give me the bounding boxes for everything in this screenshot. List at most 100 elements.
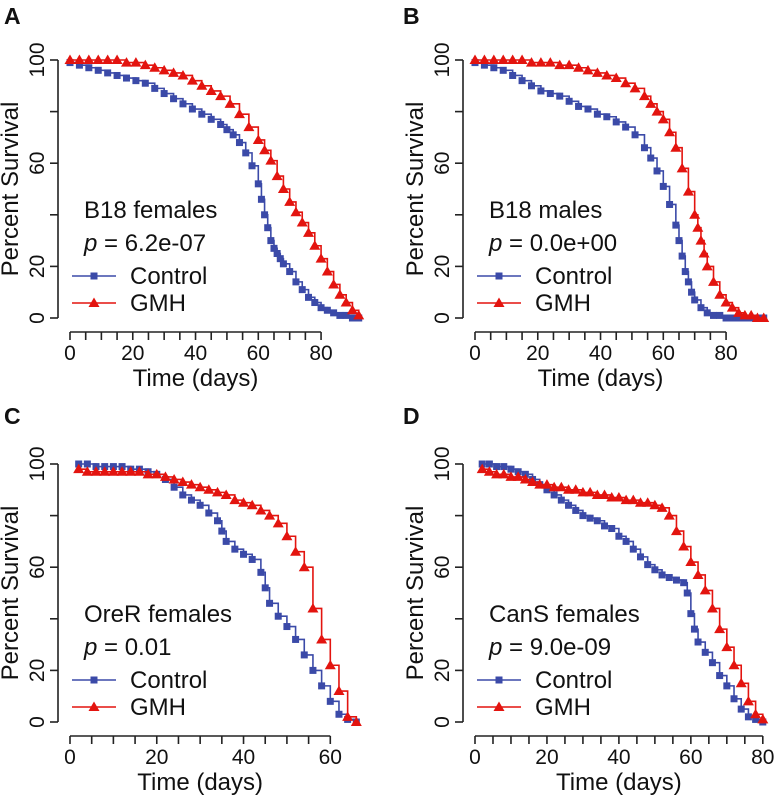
data-point-gmh [220,489,232,499]
data-point-gmh [645,98,657,108]
data-point-gmh [599,489,611,499]
data-point-gmh [139,59,151,70]
data-point-gmh [281,530,293,541]
data-point-control [579,512,587,520]
data-point-gmh [670,142,682,152]
data-point-gmh [73,54,85,64]
data-point-gmh [483,466,495,476]
data-point-control [318,682,326,690]
p-symbol: p [488,230,502,257]
data-point-gmh [573,62,585,72]
series-control [66,59,363,322]
data-point-control [665,574,673,582]
x-tick-label: 20 [526,342,549,365]
data-point-gmh [698,248,710,258]
x-tick-label: 20 [145,746,168,769]
data-point-control [218,527,226,535]
data-point-control [179,100,187,108]
panel-b: B 0 20 40 60 80 0 20 60 100 Time (days) Percent Sur… [402,3,770,392]
data-point-control [716,311,724,319]
data-point-control [593,517,601,525]
data-point-control [85,64,93,72]
data-point-control [678,252,686,260]
data-point-gmh [634,497,646,507]
x-tick-label: 0 [64,746,76,769]
data-point-control [222,537,230,545]
data-point-control [94,66,102,74]
data-point-control [546,90,554,98]
data-point-control [305,293,313,301]
legend-label-control: Control [130,667,207,694]
data-point-gmh [233,108,245,119]
data-point-control [298,286,306,294]
data-point-control [267,237,275,245]
data-point-gmh [203,484,215,494]
data-point-control [672,221,680,229]
data-point-gmh [298,561,310,572]
data-point-gmh [196,80,208,90]
data-point-gmh [758,312,770,322]
x-tick-label: 80 [309,342,332,365]
data-point-control [507,465,515,473]
y-tick-label: 20 [26,659,49,682]
legend-label-control: Control [535,667,612,694]
strain-annotation: B18 males [489,197,602,224]
data-point-gmh [177,476,189,487]
data-point-control [187,496,195,504]
y-tick-label: 0 [431,312,454,324]
data-point-gmh [107,466,119,476]
y-axis-label: Percent Survival [402,506,429,681]
y-tick-label: 60 [26,556,49,579]
data-point-gmh [548,481,560,492]
data-point-control [608,525,616,532]
data-point-control [615,532,623,540]
data-point-control [499,66,507,74]
data-point-gmh [277,183,289,193]
data-point-control [342,311,350,319]
data-point-control [722,314,730,322]
data-point-gmh [620,77,632,88]
data-point-gmh [507,54,519,64]
data-point-gmh [130,57,142,67]
data-point-control [229,131,237,139]
data-point-gmh [555,481,567,492]
data-point-control [242,149,250,157]
data-point-gmh [340,297,352,307]
data-point-control [248,162,256,170]
data-point-control [603,113,611,121]
data-point-gmh [194,481,206,492]
data-point-gmh [733,307,745,317]
series-line-control [70,61,359,319]
y-tick-label: 100 [26,42,49,77]
data-point-gmh [584,486,596,497]
data-point-gmh [656,502,668,512]
data-point-control [83,460,91,468]
data-point-control [283,623,291,631]
series-gmh [64,54,365,320]
data-point-gmh [102,54,114,64]
data-point-control [266,599,274,607]
data-point-gmh [708,276,720,286]
data-point-control [666,200,674,208]
data-point-control [601,522,609,530]
data-point-control [681,268,689,276]
data-point-control [279,260,287,268]
data-point-gmh [151,468,163,479]
data-point-gmh [735,677,747,688]
data-point-gmh [516,54,528,64]
data-point-control [493,463,501,471]
data-point-control [141,79,149,87]
x-tick-label: 0 [469,746,481,769]
x-axis-label: Time (days) [133,365,259,392]
data-point-control [701,648,709,656]
y-axis-label: Percent Survival [0,506,24,681]
data-point-control [550,491,558,499]
data-point-control [730,695,738,703]
y-tick-label: 0 [26,716,49,728]
data-point-gmh [519,473,531,484]
x-tick-label: 60 [247,342,270,365]
p-value: = 0.01 [97,634,171,661]
data-point-gmh [316,633,328,644]
